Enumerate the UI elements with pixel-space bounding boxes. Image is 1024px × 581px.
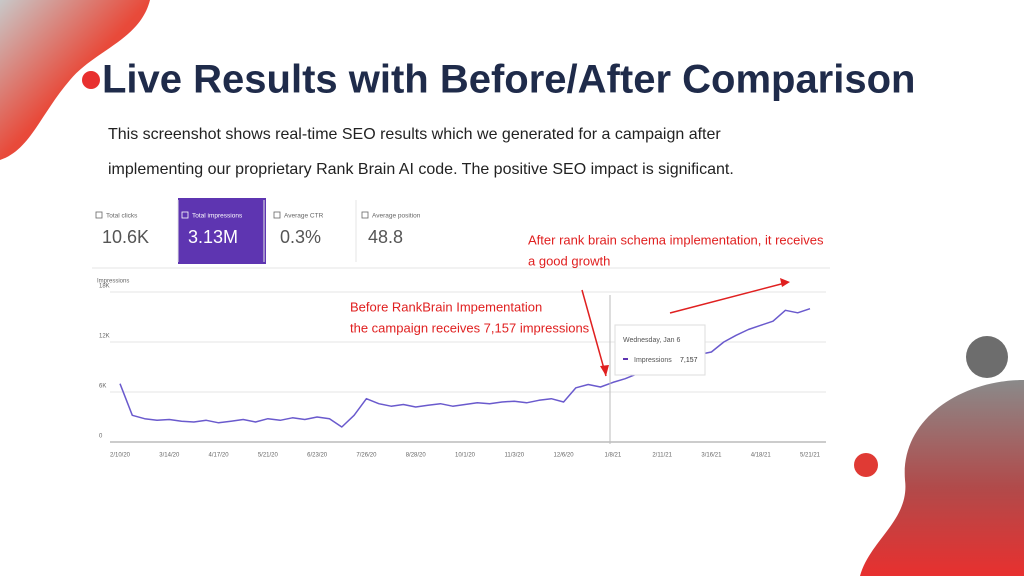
metric-value: 0.3%	[280, 227, 321, 247]
tooltip-date: Wednesday, Jan 6	[623, 337, 680, 344]
y-tick-label: 0	[99, 434, 103, 440]
annotation: After rank brain schema implementation, …	[528, 232, 824, 247]
x-tick-label: 12/6/20	[554, 453, 575, 459]
tooltip	[614, 324, 706, 376]
tooltip-value: 7,157	[680, 357, 698, 364]
description: implementing our proprietary Rank Brain …	[108, 161, 734, 178]
checkbox	[95, 211, 103, 219]
x-tick-label: 5/21/20	[258, 453, 279, 459]
x-tick-label: 5/21/21	[800, 453, 821, 459]
x-tick-label: 3/16/21	[701, 453, 722, 459]
metric-value: 10.6K	[102, 227, 149, 247]
y-tick-label: 6K	[99, 384, 106, 390]
tooltip-series: Impressions	[634, 357, 672, 364]
checkbox	[361, 211, 369, 219]
decor-circle	[854, 453, 878, 477]
x-tick-label: 11/3/20	[504, 453, 524, 459]
y-axis-title: Impressions	[97, 279, 129, 285]
decor-blob	[860, 380, 1024, 576]
metric-value: 48.8	[368, 227, 403, 247]
metric-label: Average position	[372, 213, 421, 220]
annotation: a good growth	[528, 253, 610, 268]
x-tick-label: 3/14/20	[159, 453, 180, 459]
arrow	[669, 282, 786, 314]
x-tick-label: 4/17/20	[209, 453, 230, 459]
slide-title: Live Results with Before/After Compariso…	[102, 58, 915, 102]
tooltip-swatch	[623, 358, 628, 360]
decor-blob	[0, 0, 150, 160]
arrowhead	[600, 365, 609, 376]
x-tick-label: 2/11/21	[652, 453, 672, 459]
arrowhead	[780, 278, 790, 287]
x-tick-label: 8/28/20	[406, 453, 427, 459]
metric-label: Total clicks	[106, 213, 138, 220]
metric-label: Total impressions	[192, 213, 243, 220]
x-tick-label: 6/23/20	[307, 453, 328, 459]
annotation: Before RankBrain Impementation	[350, 299, 542, 314]
x-tick-label: 1/8/21	[605, 453, 622, 459]
x-tick-label: 2/10/20	[110, 453, 131, 459]
y-tick-label: 12K	[99, 334, 110, 340]
decor-circle	[966, 336, 1008, 378]
checkbox	[181, 211, 189, 219]
x-tick-label: 7/26/20	[356, 453, 377, 459]
description: This screenshot shows real-time SEO resu…	[108, 126, 721, 143]
checkbox	[273, 211, 281, 219]
y-tick-label: 18K	[99, 284, 110, 290]
metric-value: 3.13M	[188, 227, 238, 247]
metric-label: Average CTR	[284, 213, 324, 220]
metric-card-active	[178, 198, 266, 264]
annotation: the campaign receives 7,157 impressions	[350, 320, 590, 335]
arrow	[581, 289, 607, 377]
x-tick-label: 4/18/21	[751, 453, 772, 459]
title-bullet	[82, 71, 100, 89]
x-tick-label: 10/1/20	[455, 453, 476, 459]
